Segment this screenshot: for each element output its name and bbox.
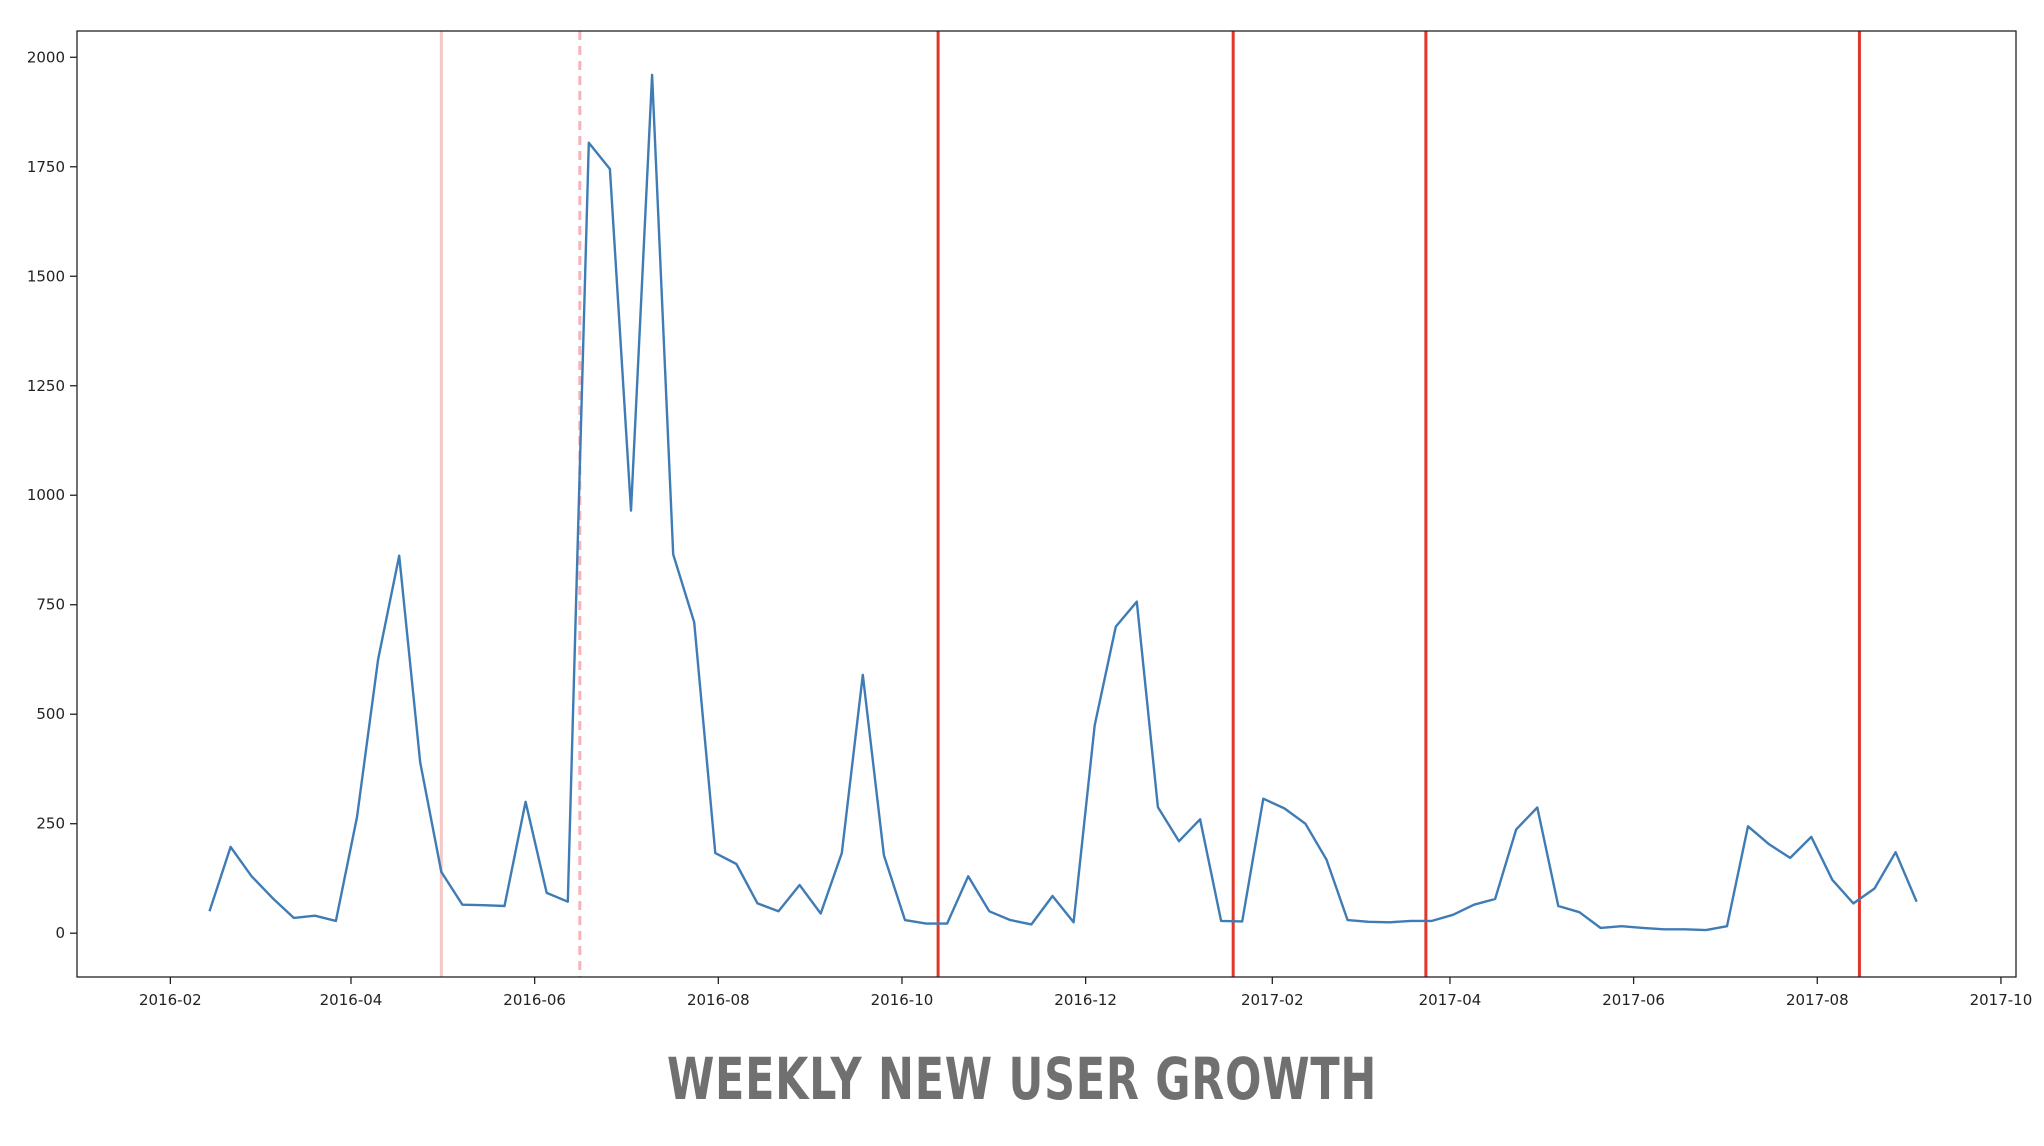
y-tick-label-4: 750 xyxy=(36,596,65,614)
y-tick-label-9: 2000 xyxy=(27,48,65,66)
y-tick-label-6: 1250 xyxy=(27,377,65,395)
weekly-new-user-chart: 2016-02 2016-04 2016-06 2016-08 2016-10 2016-… xyxy=(27,30,2033,1009)
x-tick-label-6: 2016-12 xyxy=(1054,991,1117,1009)
series-layer xyxy=(208,73,1918,932)
x-tick-label-5: 2016-10 xyxy=(871,991,934,1009)
x-tick-label-11: 2017-10 xyxy=(1970,991,2033,1009)
y-tick-label-7: 1500 xyxy=(27,267,65,285)
y-tick-label-8: 1750 xyxy=(27,158,65,176)
vertical-marker-lines xyxy=(439,31,1861,977)
x-tick-label-9: 2017-06 xyxy=(1602,991,1665,1009)
y-tick-label-3: 500 xyxy=(36,705,65,723)
x-tick-label-10: 2017-08 xyxy=(1786,991,1849,1009)
chart-caption: WEEKLY NEW USER GROWTH xyxy=(666,1045,1378,1113)
series-line-1 xyxy=(208,73,1918,932)
x-tick-label-7: 2017-02 xyxy=(1241,991,1304,1009)
x-tick-label-8: 2017-04 xyxy=(1419,991,1482,1009)
y-tick-label-5: 1000 xyxy=(27,486,65,504)
x-tick-label-1: 2016-02 xyxy=(139,991,202,1009)
x-tick-label-4: 2016-08 xyxy=(687,991,750,1009)
plot-frame xyxy=(76,30,2017,978)
x-tick-label-2: 2016-04 xyxy=(320,991,383,1009)
y-tick-label-2: 250 xyxy=(36,815,65,833)
y-tick-label-1: 0 xyxy=(55,924,65,942)
axes: 2016-02 2016-04 2016-06 2016-08 2016-10 2016-… xyxy=(27,30,2033,1009)
x-tick-label-3: 2016-06 xyxy=(503,991,566,1009)
